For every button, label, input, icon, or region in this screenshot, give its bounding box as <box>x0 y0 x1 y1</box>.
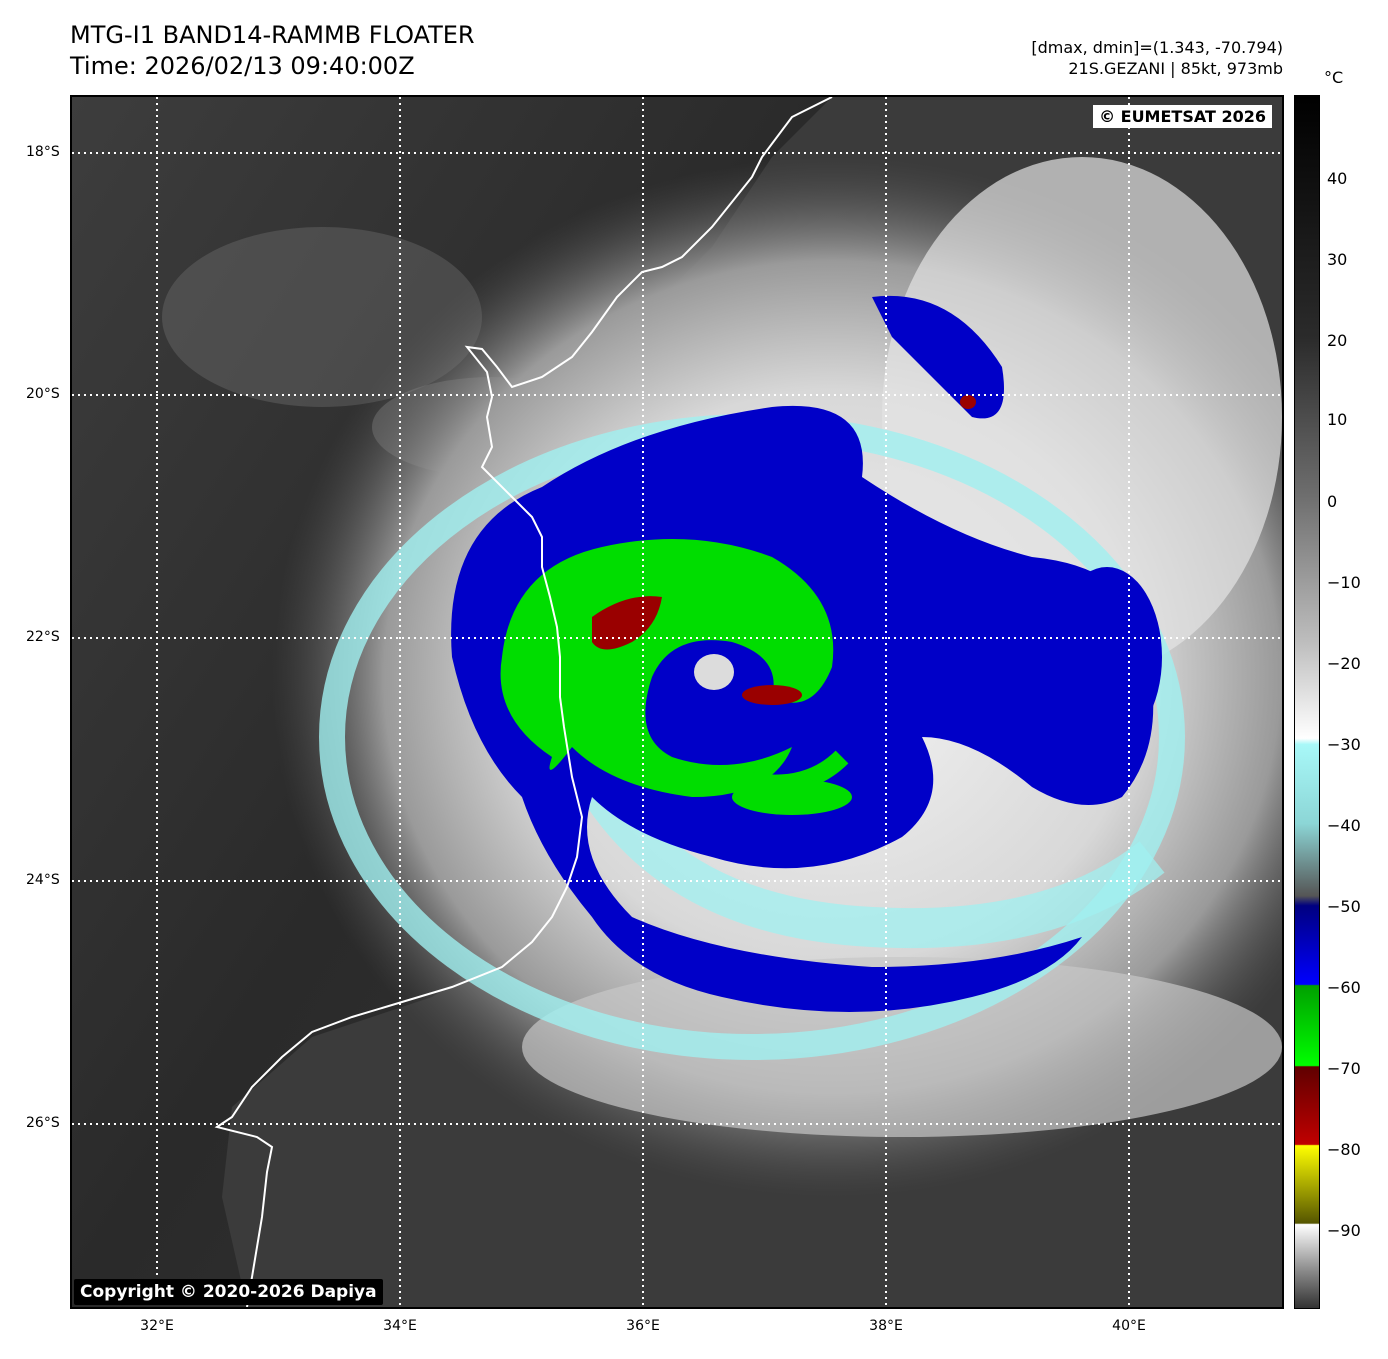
satellite-map[interactable]: © EUMETSAT 2026 Copyright © 2020-2026 Da… <box>70 95 1284 1309</box>
colorbar-tick-minus20: −20 <box>1327 654 1361 673</box>
colorbar-tick-minus10: −10 <box>1327 573 1361 592</box>
colorbar-tick-10: 10 <box>1327 410 1348 429</box>
lat-label-20s: 20°S <box>26 386 60 402</box>
colorbar-tick-minus70: −70 <box>1327 1059 1361 1078</box>
data-range-label: [dmax, dmin]=(1.343, -70.794) <box>1031 38 1283 57</box>
southern-cloud-band <box>522 957 1282 1137</box>
lon-label-36e: 36°E <box>626 1318 660 1334</box>
coastline <box>214 97 833 1307</box>
colorbar-tick-40: 40 <box>1327 169 1348 188</box>
eumetsat-credit: © EUMETSAT 2026 <box>1093 105 1272 128</box>
lat-label-26s: 26°S <box>26 1115 60 1131</box>
lon-label-34e: 34°E <box>383 1318 417 1334</box>
cyclone-eye <box>694 654 734 690</box>
colorbar-tick-30: 30 <box>1327 250 1348 269</box>
copyright-label: Copyright © 2020-2026 Dapiya <box>74 1279 383 1305</box>
lon-label-32e: 32°E <box>140 1318 174 1334</box>
red-coldest-tops-south <box>742 685 802 705</box>
map-canvas <box>72 97 1282 1307</box>
colorbar-tick-minus90: −90 <box>1327 1221 1361 1240</box>
green-south-band <box>732 779 852 815</box>
colorbar-tick-minus30: −30 <box>1327 735 1361 754</box>
title-time: Time: 2026/02/13 09:40:00Z <box>70 52 415 80</box>
blue-east-cluster <box>1052 567 1162 747</box>
lon-label-38e: 38°E <box>869 1318 903 1334</box>
lon-label-40e: 40°E <box>1112 1318 1146 1334</box>
lat-label-18s: 18°S <box>26 144 60 160</box>
title-satellite-band: MTG-I1 BAND14-RAMMB FLOATER <box>70 21 475 49</box>
temperature-colorbar <box>1294 95 1320 1309</box>
cyan-spiral-band <box>574 766 1165 949</box>
colorbar-tick-minus50: −50 <box>1327 897 1361 916</box>
colorbar-tick-20: 20 <box>1327 331 1348 350</box>
blue-feeder-band <box>872 295 1004 419</box>
red-convective-cell <box>960 395 976 409</box>
colorbar-tick-minus80: −80 <box>1327 1140 1361 1159</box>
graticule <box>72 97 1282 1307</box>
lat-label-24s: 24°S <box>26 872 60 888</box>
green-colder-tops <box>500 539 834 797</box>
colorbar-tick-minus60: −60 <box>1327 978 1361 997</box>
colorbar-tick-minus40: −40 <box>1327 816 1361 835</box>
lat-label-22s: 22°S <box>26 629 60 645</box>
colorbar-unit: °C <box>1324 68 1344 87</box>
red-coldest-tops <box>592 596 662 650</box>
colorbar-tick-0: 0 <box>1327 492 1338 511</box>
storm-info-label: 21S.GEZANI | 85kt, 973mb <box>1068 59 1283 78</box>
